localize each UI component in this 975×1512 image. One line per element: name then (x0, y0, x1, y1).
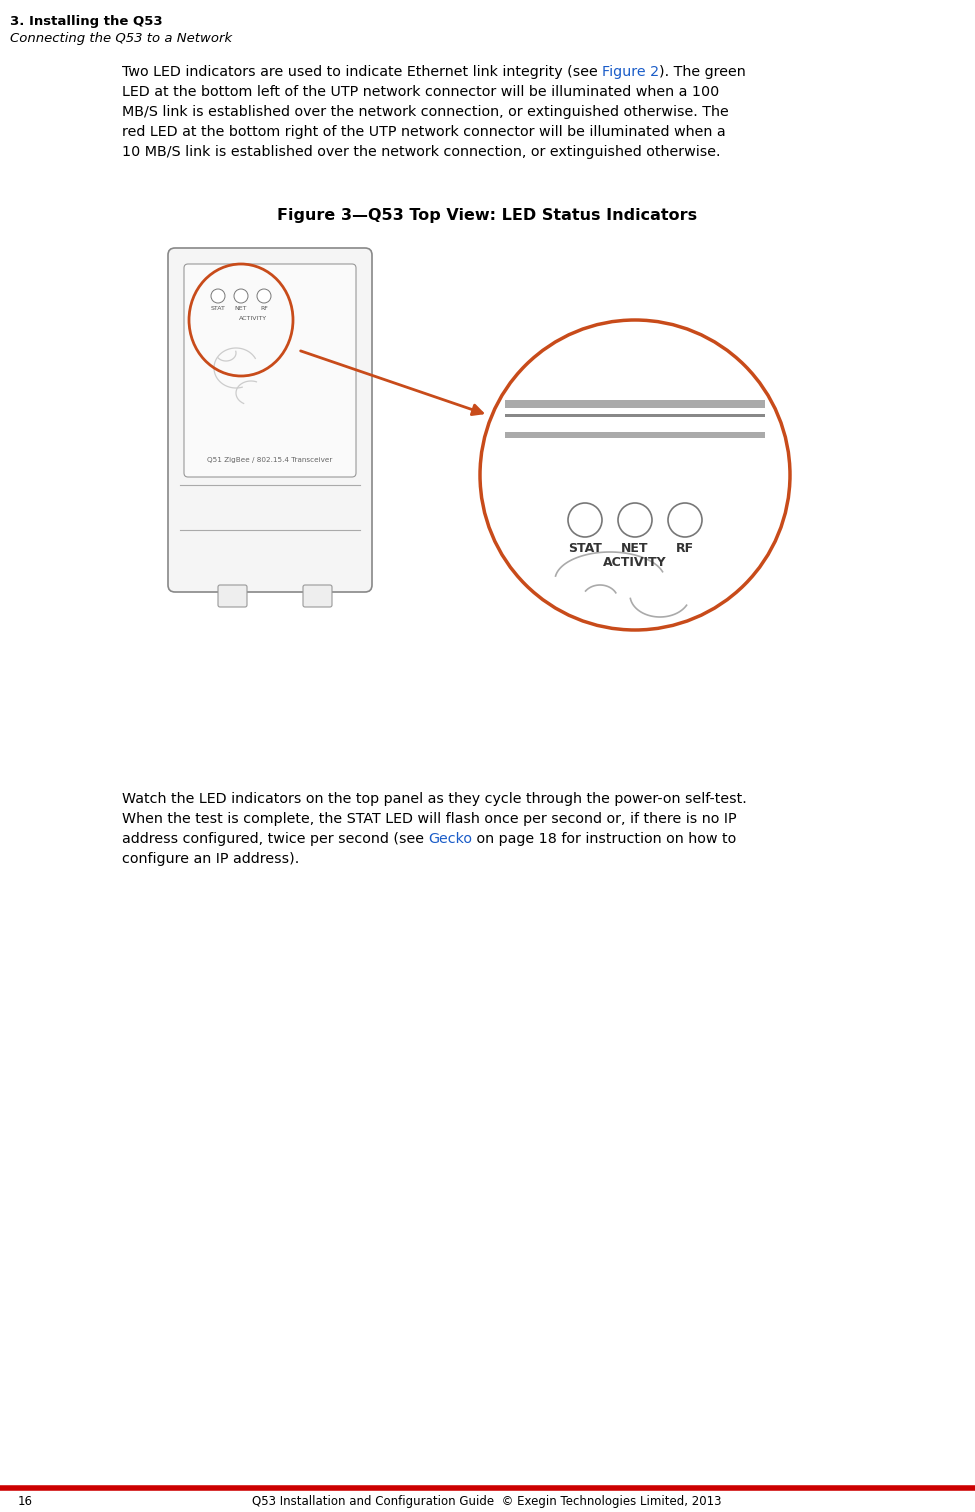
Circle shape (257, 289, 271, 302)
FancyBboxPatch shape (168, 248, 372, 593)
Text: RF: RF (676, 541, 694, 555)
Text: ACTIVITY: ACTIVITY (239, 316, 267, 321)
FancyBboxPatch shape (184, 265, 356, 476)
Text: Q51 ZigBee / 802.15.4 Transceiver: Q51 ZigBee / 802.15.4 Transceiver (208, 457, 332, 463)
Text: Figure 3—Q53 Top View: LED Status Indicators: Figure 3—Q53 Top View: LED Status Indica… (277, 209, 697, 222)
Text: Figure 2: Figure 2 (603, 65, 659, 79)
Text: configure an IP address).: configure an IP address). (122, 851, 299, 866)
Bar (505, 401, 765, 408)
Text: LED at the bottom left of the UTP network connector will be illuminated when a 1: LED at the bottom left of the UTP networ… (122, 85, 720, 98)
Text: ACTIVITY: ACTIVITY (604, 556, 667, 569)
Circle shape (480, 321, 790, 631)
Text: 10 MB/S link is established over the network connection, or extinguished otherwi: 10 MB/S link is established over the net… (122, 145, 721, 159)
Text: STAT: STAT (568, 541, 602, 555)
Text: 16: 16 (18, 1495, 33, 1507)
Text: ). The green: ). The green (659, 65, 746, 79)
Text: red LED at the bottom right of the UTP network connector will be illuminated whe: red LED at the bottom right of the UTP n… (122, 125, 725, 139)
Bar (505, 432, 765, 438)
Circle shape (668, 503, 702, 537)
Text: Watch the LED indicators on the top panel as they cycle through the power-on sel: Watch the LED indicators on the top pane… (122, 792, 747, 806)
Text: on page 18 for instruction on how to: on page 18 for instruction on how to (473, 832, 737, 847)
Bar (505, 414, 765, 417)
Text: When the test is complete, the STAT LED will flash once per second or, if there : When the test is complete, the STAT LED … (122, 812, 737, 826)
Text: NET: NET (621, 541, 648, 555)
Text: Q53 Installation and Configuration Guide  © Exegin Technologies Limited, 2013: Q53 Installation and Configuration Guide… (253, 1495, 722, 1507)
Circle shape (568, 503, 602, 537)
FancyBboxPatch shape (218, 585, 247, 606)
Text: Connecting the Q53 to a Network: Connecting the Q53 to a Network (10, 32, 232, 45)
Text: Two LED indicators are used to indicate Ethernet link integrity (see: Two LED indicators are used to indicate … (122, 65, 603, 79)
Text: NET: NET (235, 305, 248, 311)
Circle shape (618, 503, 652, 537)
Text: Gecko: Gecko (428, 832, 473, 847)
Circle shape (234, 289, 248, 302)
Text: STAT: STAT (211, 305, 225, 311)
Text: MB/S link is established over the network connection, or extinguished otherwise.: MB/S link is established over the networ… (122, 104, 728, 119)
Text: 3. Installing the Q53: 3. Installing the Q53 (10, 15, 163, 29)
Text: address configured, twice per second (see: address configured, twice per second (se… (122, 832, 428, 847)
FancyBboxPatch shape (303, 585, 332, 606)
Text: RF: RF (260, 305, 268, 311)
Circle shape (211, 289, 225, 302)
